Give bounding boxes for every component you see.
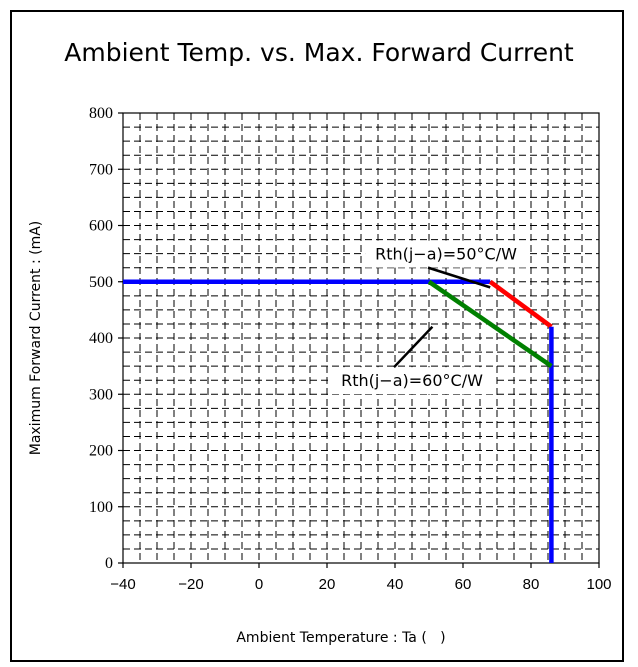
x-tick-label: 80 xyxy=(523,576,540,593)
y-tick-label: 300 xyxy=(89,386,113,403)
y-tick-label: 400 xyxy=(89,330,113,347)
series-line xyxy=(427,279,553,368)
x-tick-label: 40 xyxy=(387,576,404,593)
x-tick-label: −40 xyxy=(110,576,135,593)
chart-frame: Rth(j−a)=50°C/W Rth(j−a)=60°C/W 0 100 200 30… xyxy=(10,10,624,662)
x-tick-label: 60 xyxy=(455,576,472,593)
annotation-leader xyxy=(427,266,491,289)
annotation-label: Rth(j−a)=60°C/W xyxy=(341,371,483,390)
y-tick-label: 800 xyxy=(89,105,113,122)
x-tick-label: 20 xyxy=(319,576,336,593)
x-axis-label: Ambient Temperature : Ta ( ) xyxy=(236,630,445,646)
annotation-leader xyxy=(393,325,434,369)
y-tick-label: 700 xyxy=(89,161,113,178)
x-tick-label: 100 xyxy=(586,576,611,593)
y-axis-label: Maximum Forward Current : (mA) xyxy=(28,221,44,456)
annotation-label: Rth(j−a)=50°C/W xyxy=(375,245,517,264)
series-line xyxy=(488,279,553,329)
y-tick-label: 100 xyxy=(89,499,113,516)
y-tick-label: 600 xyxy=(89,218,113,235)
x-tick-label: 0 xyxy=(255,576,263,593)
annotation-box xyxy=(331,367,494,395)
y-tick-label: 500 xyxy=(89,274,113,291)
chart-title: Ambient Temp. vs. Max. Forward Current xyxy=(64,38,574,67)
y-tick-label: 200 xyxy=(89,443,113,460)
annotation-box xyxy=(365,240,528,268)
y-tick-label: 0 xyxy=(105,555,113,572)
x-tick-label: −20 xyxy=(178,576,203,593)
